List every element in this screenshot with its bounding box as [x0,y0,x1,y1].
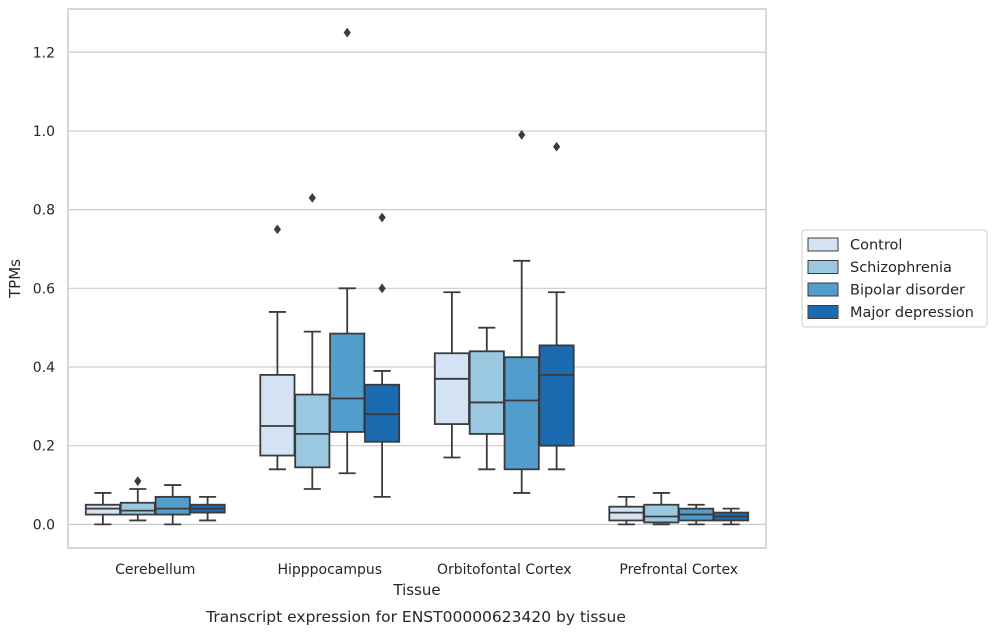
y-tick-label: 0.8 [33,203,55,219]
box-bipolar-disorder [678,503,715,526]
figure-caption: Transcript expression for ENST0000062342… [205,608,626,626]
box-body [84,503,121,516]
outlier-point [308,192,316,203]
box-body [364,383,401,443]
box-body [503,356,540,471]
legend-label: Schizophrenia [850,260,952,276]
box-schizophrenia [643,492,680,526]
legend-swatch [807,305,839,319]
outlier-point [378,283,386,294]
legend-label: Control [850,238,902,254]
outlier-point [378,212,386,223]
box-schizophrenia [294,192,331,490]
grid-lines [68,51,766,525]
y-tick-label: 0.2 [33,439,55,455]
x-tick-label: Orbitofontal Cortex [437,562,572,578]
box-body [329,332,366,433]
x-tick-label: Hipppocampus [277,562,382,578]
y-tick-label: 0.6 [33,281,55,297]
box-schizophrenia [119,476,156,522]
outlier-point [553,141,561,152]
legend-label: Major depression [850,305,974,321]
outlier-point [518,130,526,140]
box-bipolar-disorder [503,130,540,494]
legend-frame [801,229,988,328]
box-bipolar-disorder [329,27,366,475]
box-body [259,373,296,457]
legend-swatch [807,260,839,274]
box-body [433,352,470,425]
box-plots [84,27,750,526]
y-tick-label: 0.4 [33,360,55,376]
box-control [433,291,470,459]
legend-swatch [807,282,839,297]
x-tick-label: Cerebellum [115,562,195,578]
outlier-point [134,476,142,486]
y-tick-label: 1.2 [33,45,55,61]
box-major-depression [364,212,401,498]
x-tick-labels: Cerebellum Hipppocampus Orbitofontal Corte… [115,562,738,578]
box-body [608,505,645,522]
box-control [608,495,645,526]
box-body [538,344,575,447]
box-body [643,503,680,524]
y-axis-label: TPMs [6,259,24,299]
box-body [468,350,505,435]
box-major-depression [538,141,575,471]
box-body [294,393,331,469]
y-tick-labels: 0.0 0.2 0.4 0.6 0.8 1.0 1.2 [33,45,55,533]
x-axis-label: Tissue [392,581,440,599]
outlier-point [273,224,281,235]
plot-frame [67,8,767,549]
legend-swatch [807,237,839,252]
box-major-depression [189,495,226,522]
box-bipolar-disorder [154,484,191,526]
box-schizophrenia [468,326,505,471]
box-body [119,501,156,516]
box-major-depression [713,507,750,526]
x-tick-label: Prefrontal Cortex [619,562,738,578]
outlier-point [343,27,351,38]
box-control [84,492,121,526]
box-control [259,224,296,471]
y-tick-label: 0.0 [33,517,55,533]
legend-label: Bipolar disorder [850,283,965,299]
legend: Control Schizophrenia Bipolar disorder Majo… [801,229,988,328]
y-tick-label: 1.0 [33,124,55,140]
box-body [154,495,191,516]
